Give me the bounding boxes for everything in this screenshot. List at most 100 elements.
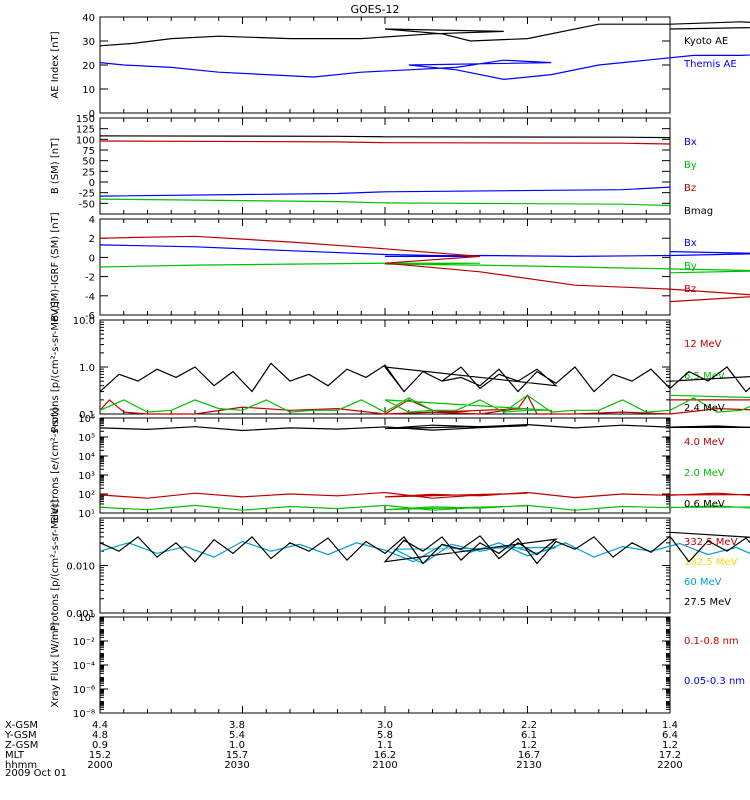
y-tick-label: 50 <box>82 157 95 168</box>
legend-entry: Bmag <box>684 206 713 217</box>
figure-title: GOES-12 <box>350 3 399 16</box>
footer-row-label: Z-GSM <box>5 740 38 751</box>
y-tick-label: 10⁻² <box>73 637 95 648</box>
legend-entry: 27.5 MeV <box>684 597 731 608</box>
footer-cell: 15.7 <box>226 750 248 761</box>
footer-row-label: Y-GSM <box>4 730 37 741</box>
series-line-4-3 <box>99 362 750 393</box>
series-line-1-2 <box>99 54 750 81</box>
y-tick-label: 0.010 <box>66 562 95 573</box>
y-tick-label: 10⁻⁸ <box>73 709 95 720</box>
legend-entry: Bx <box>684 137 697 148</box>
series-line-2-2 <box>99 198 671 207</box>
y-tick-label: -50 <box>79 199 95 210</box>
legend-entry: Bz <box>684 284 696 295</box>
series-line-3-1 <box>99 244 750 258</box>
legend-entry: 0.05-0.3 nm <box>684 676 745 687</box>
panel-frame <box>99 16 671 114</box>
footer-cell: 1.4 <box>662 720 678 731</box>
series-line-5-2 <box>99 504 750 511</box>
y-axis-label: Electrons [e/(cm²-s-sr)] <box>50 408 61 524</box>
series-line-3-2 <box>99 262 750 274</box>
legend-entry: 12 MeV <box>684 339 722 350</box>
y-tick-label: 0 <box>89 178 95 189</box>
y-tick-label: 10⁻⁴ <box>73 661 95 672</box>
y-axis-label: AE Index [nT] <box>50 31 61 98</box>
legend-entry: By <box>684 261 697 272</box>
footer-cell: 4.4 <box>92 720 108 731</box>
footer-cell: 1.1 <box>377 740 393 751</box>
y-tick-label: 2 <box>89 234 95 245</box>
series-line-5-1 <box>99 491 750 499</box>
legend-entry: 60 MeV <box>684 577 722 588</box>
y-tick-label: -6 <box>85 311 95 322</box>
footer-cell: 5.4 <box>229 730 245 741</box>
footer-cell: 2200 <box>657 760 682 771</box>
y-tick-label: 40 <box>82 13 95 24</box>
footer-cell: 5.8 <box>377 730 393 741</box>
y-tick-label: 10¹ <box>78 509 95 520</box>
footer-cell: 6.4 <box>662 730 678 741</box>
footer-cell: 2100 <box>372 760 397 771</box>
y-tick-label: 150 <box>76 114 95 125</box>
panel-7: 10⁻⁸ 10⁻⁶ 10⁻⁴ 10⁻² 10⁰ Xray Flux [W/m²] 0.1-0… <box>50 613 745 720</box>
y-tick-label: 10⁴ <box>78 452 95 463</box>
legend-entry: 4.0 MeV <box>684 437 725 448</box>
y-tick-label: -2 <box>85 273 95 284</box>
footer-cell: 2130 <box>516 760 541 771</box>
y-tick-label: 25 <box>82 167 95 178</box>
y-tick-label: 10 <box>82 85 95 96</box>
y-tick-label: 10⁵ <box>78 433 95 444</box>
y-tick-label: 100 <box>76 135 95 146</box>
footer-table: X-GSM 4.4 3.8 3.0 2.2 1.4 Y-GSM 4.8 5.4 5.8 6.1 6.4… <box>4 720 683 771</box>
y-tick-label: 10⁻⁶ <box>73 685 95 696</box>
y-axis-label: Xray Flux [W/m²] <box>50 622 61 707</box>
y-tick-label: 4 <box>89 215 95 226</box>
panel-frame <box>99 616 671 714</box>
y-tick-label: 0.001 <box>66 609 95 620</box>
footer-cell: 1.2 <box>662 740 678 751</box>
series-line-2-3 <box>99 140 671 145</box>
footer-cell: 3.8 <box>229 720 245 731</box>
series-line-2-4 <box>99 135 671 139</box>
footer-cell: 16.7 <box>518 750 540 761</box>
footer-cell: 0.9 <box>92 740 108 751</box>
legend-entry: Themis AE <box>683 59 737 70</box>
footer-cell: 1.2 <box>521 740 537 751</box>
legend-entry: 2.4 MeV <box>684 403 725 414</box>
y-tick-label: 30 <box>82 37 95 48</box>
legend-entry: 6.5 MeV <box>684 371 725 382</box>
y-tick-label: 1.0 <box>79 363 95 374</box>
y-tick-label: 20 <box>82 61 95 72</box>
legend-entry: By <box>684 160 697 171</box>
series-line-3-3 <box>99 235 750 303</box>
y-tick-label: 75 <box>82 146 95 157</box>
panel-frame <box>99 417 671 514</box>
series-line-6-4 <box>99 531 750 565</box>
y-tick-label: -4 <box>85 292 95 303</box>
footer-cell: 2030 <box>224 760 249 771</box>
footer-row-label: hhmm <box>5 760 37 771</box>
footer-cell: 3.0 <box>377 720 393 731</box>
y-tick-label: 0 <box>89 109 95 120</box>
panel-frame <box>99 517 671 614</box>
series-line-4-2 <box>99 394 750 413</box>
legend-entry: 0.1-0.8 nm <box>684 636 739 647</box>
series-line-5-3 <box>99 423 750 432</box>
legend-entry: 0.6 MeV <box>684 499 725 510</box>
panel-1: 0 10 20 30 40 AE Index [nT] Kyoto AE Themis AE <box>50 13 750 120</box>
panel-5: 10¹ 10² 10³ 10⁴ 10⁵ 10⁶ Electrons [e/(cm²-s-sr… <box>50 408 750 524</box>
footer-cell: 15.2 <box>89 750 111 761</box>
legend-entry: 132.5 MeV <box>684 557 738 568</box>
legend-entry: Bz <box>684 183 696 194</box>
footer-cell: 17.2 <box>659 750 681 761</box>
series-line-6-3 <box>99 540 750 565</box>
panel-3: -6 -4 -2 0 2 4 B (SM)-IGRF (SM) [nT] Bx By Bz <box>50 212 750 322</box>
legend-entry: Bx <box>684 238 697 249</box>
footer-cell: 4.8 <box>92 730 108 741</box>
footer-cell: 16.2 <box>374 750 396 761</box>
